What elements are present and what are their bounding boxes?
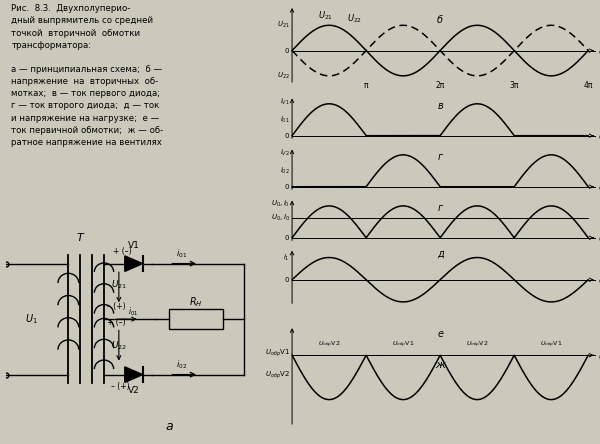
Text: $U_{21}$: $U_{21}$ — [277, 20, 290, 30]
Text: $U_{обр}$V2: $U_{обр}$V2 — [318, 340, 340, 350]
Text: д: д — [437, 249, 443, 259]
Text: $\omega t$: $\omega t$ — [598, 130, 600, 141]
Text: $U_{22}$: $U_{22}$ — [347, 12, 362, 25]
Text: $U_{21}$: $U_{21}$ — [112, 278, 128, 291]
Text: + (–): + (–) — [113, 247, 131, 256]
Text: $\omega t$: $\omega t$ — [598, 181, 600, 192]
Text: + (–): + (–) — [107, 317, 125, 327]
Text: Рис.  8.3.  Двухполуперио-
дный выпрямитель со средней
точкой  вторичной  обмотк: Рис. 8.3. Двухполуперио- дный выпрямител… — [11, 4, 164, 147]
Text: $U_{21}$: $U_{21}$ — [318, 10, 333, 23]
Bar — [169, 309, 223, 329]
Text: г: г — [437, 203, 443, 213]
Polygon shape — [125, 367, 143, 382]
Text: ж: ж — [435, 360, 445, 370]
Text: $\omega t$: $\omega t$ — [598, 232, 600, 243]
Text: 4π: 4π — [583, 81, 593, 90]
Text: V2: V2 — [128, 386, 140, 395]
Text: в: в — [437, 101, 443, 111]
Text: $\omega t$: $\omega t$ — [598, 45, 600, 56]
Text: $i_{V2}$: $i_{V2}$ — [280, 148, 290, 159]
Text: $U_{обр}$V2: $U_{обр}$V2 — [466, 340, 488, 350]
Text: $i_{02}$: $i_{02}$ — [280, 166, 290, 176]
Text: а: а — [166, 420, 173, 433]
Text: $i_{01}$: $i_{01}$ — [280, 115, 290, 125]
Text: $U_0,i_0$: $U_0,i_0$ — [271, 199, 290, 210]
Text: $U_{22}$: $U_{22}$ — [277, 71, 290, 81]
Text: е: е — [437, 329, 443, 339]
Text: 2π: 2π — [436, 81, 445, 90]
Text: $i_{02}$: $i_{02}$ — [176, 359, 187, 371]
Text: $i_{01}$: $i_{01}$ — [128, 306, 138, 318]
Text: $R_H$: $R_H$ — [189, 295, 203, 309]
Text: $U_{обр}$V2: $U_{обр}$V2 — [265, 369, 290, 381]
Text: $\omega t$: $\omega t$ — [598, 274, 600, 285]
Text: $\omega t$: $\omega t$ — [598, 350, 600, 361]
Text: б: б — [437, 15, 443, 25]
Text: $U_{обр}$V1: $U_{обр}$V1 — [392, 340, 415, 350]
Text: π: π — [364, 81, 368, 90]
Text: $0$: $0$ — [284, 131, 290, 140]
Text: $U_0,I_0$: $U_0,I_0$ — [271, 212, 290, 222]
Text: $i_{01}$: $i_{01}$ — [176, 248, 187, 260]
Text: $U_{обр}$V1: $U_{обр}$V1 — [265, 347, 290, 359]
Text: $0$: $0$ — [284, 233, 290, 242]
Text: $U_1$: $U_1$ — [25, 312, 38, 326]
Text: $0$: $0$ — [284, 46, 290, 55]
Text: г: г — [437, 152, 443, 162]
Text: $i_1$: $i_1$ — [283, 253, 290, 262]
Text: $i_{V1}$: $i_{V1}$ — [280, 97, 290, 107]
Text: $0$: $0$ — [284, 182, 290, 191]
Polygon shape — [125, 256, 143, 271]
Text: V1: V1 — [128, 242, 140, 250]
Text: – (+): – (+) — [107, 302, 125, 311]
Text: T: T — [77, 234, 83, 243]
Text: 3π: 3π — [509, 81, 519, 90]
Text: $U_{обр}$V1: $U_{обр}$V1 — [540, 340, 562, 350]
Text: – (+): – (+) — [112, 381, 130, 391]
Text: $U_{22}$: $U_{22}$ — [112, 339, 127, 352]
Text: $0$: $0$ — [284, 275, 290, 284]
